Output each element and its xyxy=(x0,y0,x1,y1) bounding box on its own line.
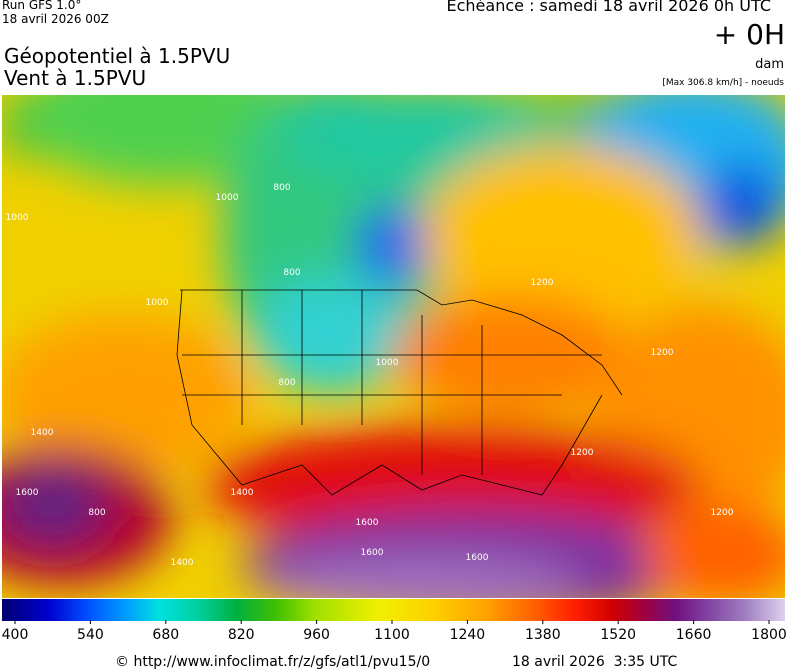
footer-url: © http://www.infoclimat.fr/z/gfs/atl1/pv… xyxy=(115,654,431,670)
contour-label: 1000 xyxy=(146,298,169,308)
contour-label: 1200 xyxy=(531,278,554,288)
contour-label: 800 xyxy=(273,183,290,193)
lead: + 0H xyxy=(713,18,785,51)
contour-label: 1400 xyxy=(31,428,54,438)
contour-label: 800 xyxy=(88,508,105,518)
contour-label: 1600 xyxy=(16,488,39,498)
contour-label: 1200 xyxy=(571,448,594,458)
contour-label: 1000 xyxy=(376,358,399,368)
colorbar-axis: 400 540 680 820 960 1100 1240 1380 1520 1660 1800 xyxy=(2,620,787,643)
colorbar-label: 1240 xyxy=(450,627,486,643)
contour-label: 800 xyxy=(278,378,295,388)
title-line2: Vent à 1.5PVU xyxy=(4,66,147,90)
map: 1000 800 1000 800 1000 800 1000 1200 1200 1400 160… xyxy=(2,95,785,598)
contour-label: 800 xyxy=(283,268,300,278)
run: Run GFS 1.0° xyxy=(2,0,82,12)
borders xyxy=(176,289,623,496)
colorbar-label: 1660 xyxy=(676,627,712,643)
contour-label: 1400 xyxy=(231,488,254,498)
contour-label: 1400 xyxy=(171,558,194,568)
colorbar-label: 400 xyxy=(2,627,29,643)
footer-date: 18 avril 2026 3:35 UTC xyxy=(512,654,678,670)
contour-label: 1200 xyxy=(651,348,674,358)
contour-label: 1600 xyxy=(466,553,489,563)
contour-label: 1600 xyxy=(356,518,379,528)
title-line1: Géopotentiel à 1.5PVU xyxy=(4,44,231,68)
echeance: Echéance : samedi 18 avril 2026 0h UTC xyxy=(446,0,772,15)
colorbar xyxy=(2,599,785,621)
contour-label: 1000 xyxy=(6,213,29,223)
colorbar-label: 1520 xyxy=(600,627,636,643)
unit: dam xyxy=(755,57,784,72)
colorbar-label: 1100 xyxy=(374,627,410,643)
contour-label: 1200 xyxy=(711,508,734,518)
colorbar-label: 820 xyxy=(228,627,255,643)
run-date: 18 avril 2026 00Z xyxy=(2,12,109,26)
max-note: [Max 306.8 km/h] - noeuds xyxy=(662,78,784,88)
colorbar-label: 960 xyxy=(303,627,330,643)
colorbar-label: 1800 xyxy=(751,627,787,643)
colorbar-label: 680 xyxy=(152,627,179,643)
colorbar-label: 540 xyxy=(77,627,104,643)
contour-label: 1600 xyxy=(361,548,384,558)
colorbar-label: 1380 xyxy=(525,627,561,643)
contour-label: 1000 xyxy=(216,193,239,203)
